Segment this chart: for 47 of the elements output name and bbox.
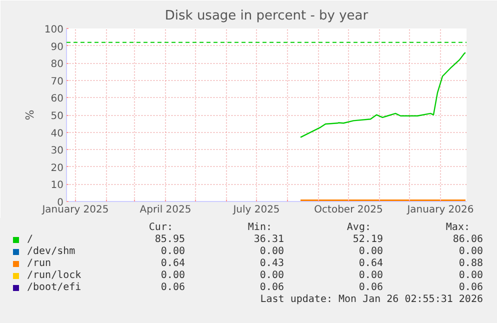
text: 0.00: [458, 270, 483, 282]
text: 85.95: [154, 234, 185, 246]
text: Max:: [446, 222, 470, 234]
text: 0.06: [260, 282, 284, 294]
text: Min:: [248, 222, 272, 234]
x-tick-label: January 2026: [406, 204, 474, 216]
y-tick-label: 40: [50, 128, 64, 140]
text: 0.88: [458, 258, 483, 270]
legend-label: /run: [27, 258, 52, 270]
text: 0.64: [160, 258, 185, 270]
y-tick-label: 20: [50, 162, 64, 174]
text: 0.64: [358, 258, 383, 270]
legend-label: /: [27, 234, 34, 246]
y-tick-label: 100: [44, 24, 64, 36]
legend-label: /boot/efi: [27, 282, 82, 294]
y-tick-label: 70: [50, 76, 64, 88]
y-axis-title: %: [23, 110, 36, 120]
y-tick-label: 60: [50, 94, 64, 105]
y-tick-label: 10: [50, 180, 64, 192]
y-tick-label: 90: [50, 42, 64, 53]
text: 0.06: [160, 282, 185, 294]
text: 0.00: [260, 270, 284, 282]
text: 0.00: [358, 270, 383, 282]
text: 0.06: [358, 282, 383, 294]
text: 36.31: [254, 234, 284, 246]
text: 0.43: [260, 258, 284, 270]
text: Last update: Mon Jan 26 02:55:31 2026: [260, 294, 483, 306]
y-tick-label: 80: [50, 59, 64, 70]
text: 0.00: [458, 246, 483, 258]
text: Avg:: [346, 222, 371, 234]
x-tick-label: April 2025: [140, 204, 192, 216]
text: 0.00: [160, 246, 185, 258]
legend-label: /dev/shm: [27, 246, 76, 258]
text: 52.19: [352, 234, 383, 246]
text: 86.06: [452, 234, 483, 246]
text: 0.00: [160, 270, 185, 282]
legend-label: /run/lock: [27, 270, 82, 282]
text: 0.06: [458, 282, 483, 294]
x-tick-label: July 2025: [232, 204, 280, 216]
x-tick-label: October 2025: [314, 204, 383, 216]
text: 0.00: [358, 246, 383, 258]
chart-title: Disk usage in percent - by year: [164, 8, 369, 24]
y-tick-label: 50: [50, 111, 64, 122]
y-tick-label: 30: [50, 146, 64, 157]
text: Cur:: [148, 222, 173, 234]
text: 0.00: [260, 246, 284, 258]
line-series: [300, 52, 466, 138]
